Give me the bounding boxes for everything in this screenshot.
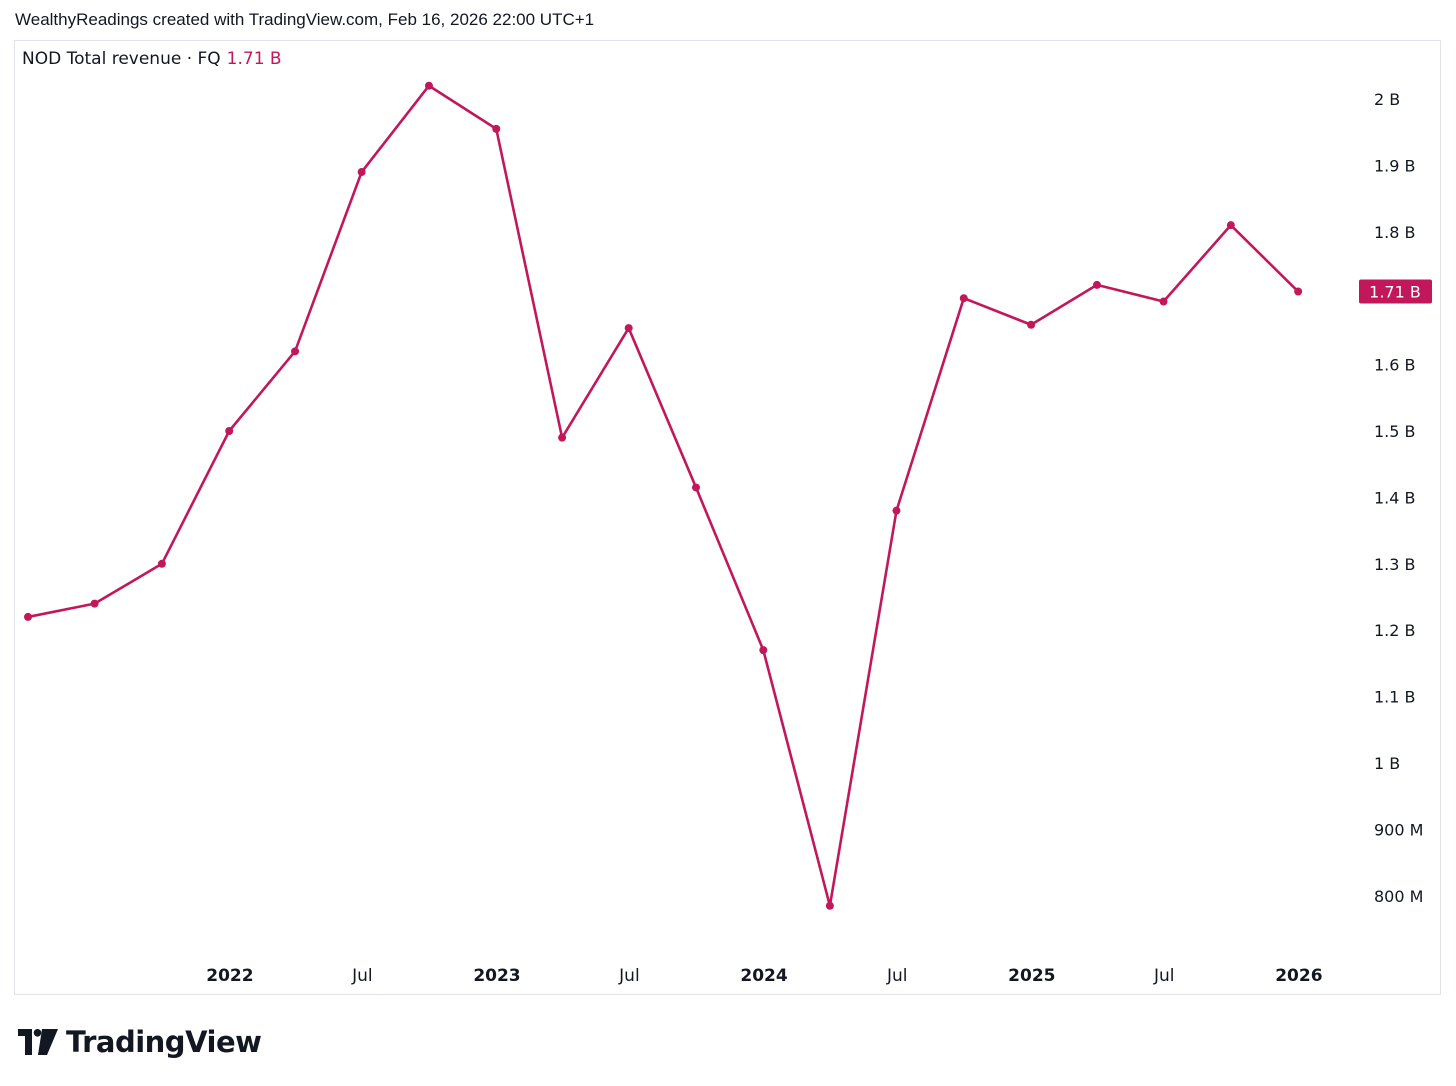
series-line [27,84,1300,908]
x-tick-label: 2022 [206,966,253,986]
x-tick-label: 2026 [1275,966,1322,986]
last-value-label: 1.71 B [1369,283,1421,302]
y-tick-label: 1.5 B [1374,422,1416,441]
data-point [1226,221,1235,230]
x-tick-label: Jul [886,966,908,986]
tradingview-logo[interactable]: TradingView [18,1022,262,1062]
data-point [1092,280,1101,289]
y-tick-label: 800 M [1374,887,1423,906]
x-tick-label: 2024 [740,966,787,986]
legend-value: 1.71 B [226,49,282,69]
data-point [424,81,433,90]
data-point [959,294,968,303]
y-tick-label: 1.4 B [1374,488,1416,507]
x-tick-label: 2023 [473,966,520,986]
data-point [1294,287,1303,296]
y-tick-label: 1.3 B [1374,555,1416,574]
chart-frame [14,40,1441,995]
chart-attribution: WealthyReadings created with TradingView… [15,10,595,29]
y-tick-label: 1.1 B [1374,688,1416,707]
data-point [157,559,166,568]
x-tick-label: Jul [618,966,640,986]
y-tick-label: 1.2 B [1374,621,1416,640]
data-point [892,506,901,515]
y-tick-label: 2 B [1374,90,1400,109]
x-tick-label: Jul [351,966,373,986]
y-tick-label: 1.6 B [1374,356,1416,375]
data-point [225,427,234,435]
data-point [1027,320,1036,329]
series-legend: NOD Total revenue · FQ 1.71 B [22,49,282,69]
data-point [90,599,99,608]
data-point [692,483,700,492]
tradingview-logo-text: TradingView [66,1025,262,1059]
x-tick-label: Jul [1153,966,1175,986]
last-value-badge [1359,279,1432,304]
data-point [291,347,300,356]
data-point [759,646,768,655]
data-point [825,901,834,910]
y-tick-label: 900 M [1374,820,1423,839]
data-point [624,324,633,333]
data-point [492,124,501,133]
y-tick-label: 1.9 B [1374,156,1416,175]
legend-label: NOD Total revenue · FQ [22,49,221,69]
data-point [24,612,32,621]
x-tick-label: 2025 [1008,966,1055,986]
data-point [1159,297,1168,306]
y-tick-label: 1.8 B [1374,223,1416,242]
data-point [558,433,567,442]
y-tick-label: 1 B [1374,754,1400,773]
data-point [357,168,366,177]
tradingview-logo-icon [18,1029,58,1055]
